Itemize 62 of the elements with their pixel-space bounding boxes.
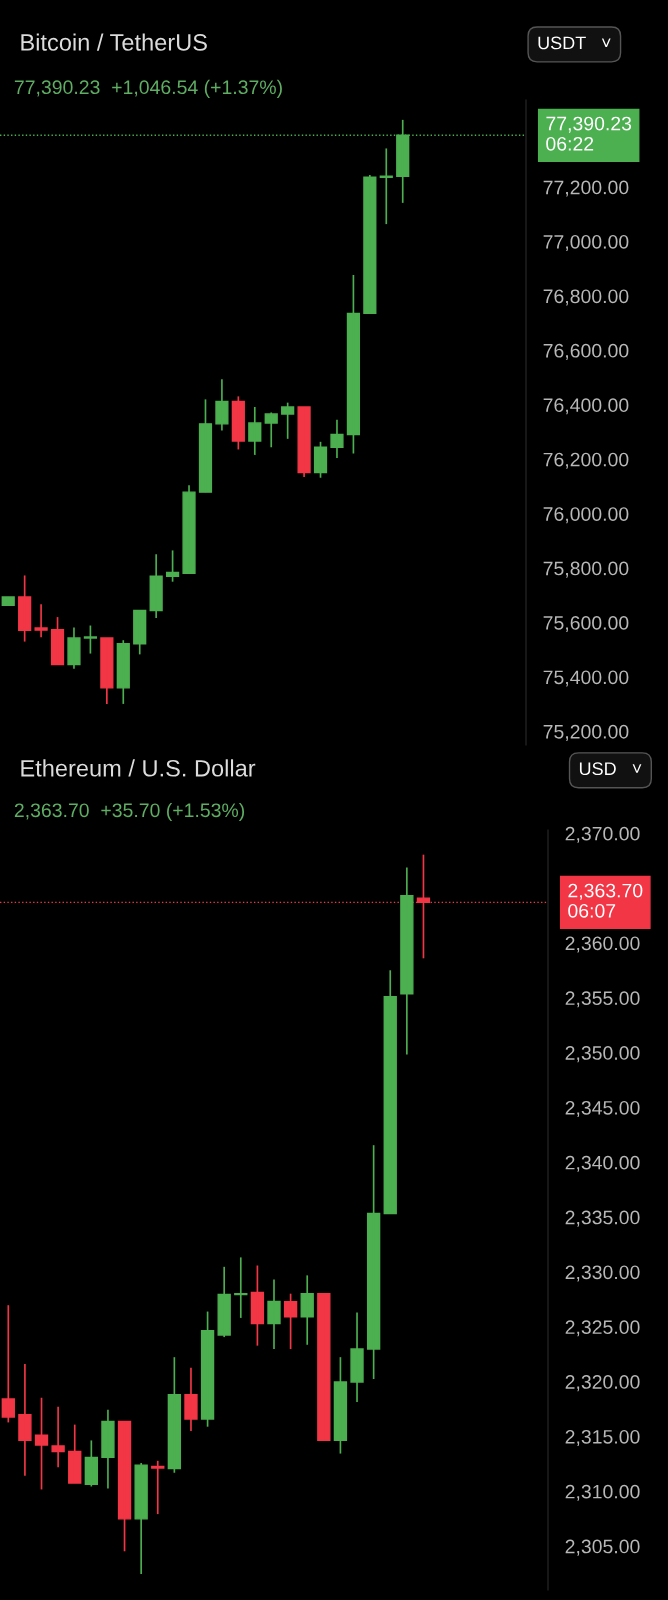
candlestick	[101, 1408, 115, 1490]
y-tick-label: 75,400.00	[543, 670, 629, 687]
y-tick-label: 2,305.00	[565, 1539, 640, 1556]
y-tick-label: 2,315.00	[565, 1429, 640, 1446]
candlestick	[134, 1462, 148, 1575]
candlestick	[281, 401, 295, 440]
y-tick-label: 76,800.00	[543, 289, 629, 306]
candlestick	[198, 398, 213, 494]
ref-line-label: 2,363.70 06:07	[568, 883, 643, 918]
y-tick-label: 76,200.00	[543, 452, 629, 469]
chart-subtitle: 2,363.70 +35.70 (+1.53%)	[14, 802, 245, 821]
candlestick	[333, 1356, 348, 1455]
candlestick	[330, 418, 344, 459]
candlestick	[34, 603, 48, 639]
candlestick	[83, 624, 98, 655]
y-tick-label: 77,200.00	[543, 180, 629, 197]
y-tick-label: 2,320.00	[565, 1375, 640, 1392]
candlestick	[67, 626, 81, 670]
y-tick-label: 2,360.00	[565, 936, 640, 953]
candlestick	[117, 1420, 132, 1553]
candlestick	[18, 574, 32, 643]
y-tick-label: 76,600.00	[543, 343, 629, 360]
y-tick-label: 2,340.00	[565, 1155, 640, 1172]
y-tick-label: 2,345.00	[565, 1100, 640, 1117]
candlestick	[167, 1356, 182, 1474]
y-tick-label: 2,370.00	[565, 826, 640, 843]
y-tick-label: 2,325.00	[565, 1320, 640, 1337]
candlestick	[350, 1311, 364, 1403]
ref-line-label: 77,390.23 06:22	[546, 116, 632, 151]
candlestick	[231, 395, 245, 451]
candlestick	[366, 1144, 381, 1380]
y-tick-label: 2,330.00	[565, 1265, 640, 1282]
candlestick	[200, 1310, 215, 1428]
candlestick	[346, 274, 361, 455]
candlestick	[297, 406, 311, 478]
text: USD ˅	[579, 762, 642, 776]
chart-subtitle: 77,390.23 +1,046.54 (+1.37%)	[14, 79, 282, 98]
y-tick-label: 75,800.00	[543, 561, 629, 578]
candlestick	[182, 484, 196, 575]
candlestick	[215, 378, 229, 432]
y-tick-label: 75,200.00	[543, 724, 629, 741]
candlestick	[184, 1366, 198, 1432]
candlestick	[165, 549, 180, 583]
candlestick	[18, 1363, 32, 1477]
y-tick-label: 75,600.00	[543, 616, 629, 633]
y-tick-label: 77,000.00	[543, 234, 629, 252]
text: USDT ˅	[538, 36, 611, 50]
y-tick-label: 2,335.00	[565, 1210, 640, 1227]
candlestick	[50, 616, 65, 666]
y-tick-label: 2,355.00	[565, 991, 640, 1008]
chart-title: Ethereum / U.S. Dollar	[21, 759, 256, 777]
y-tick-label: 76,400.00	[543, 398, 629, 415]
candlestick	[51, 1405, 65, 1469]
candlestick	[34, 1396, 49, 1491]
candlestick	[400, 866, 414, 1056]
candlestick	[264, 411, 278, 449]
y-tick-label: 2,350.00	[565, 1046, 640, 1063]
chart-title: Bitcoin / TetherUS	[21, 33, 207, 51]
y-tick-label: 2,310.00	[565, 1484, 640, 1501]
candlestick	[84, 1439, 99, 1488]
candlestick	[1, 596, 15, 607]
y-tick-label: 76,000.00	[543, 507, 629, 524]
